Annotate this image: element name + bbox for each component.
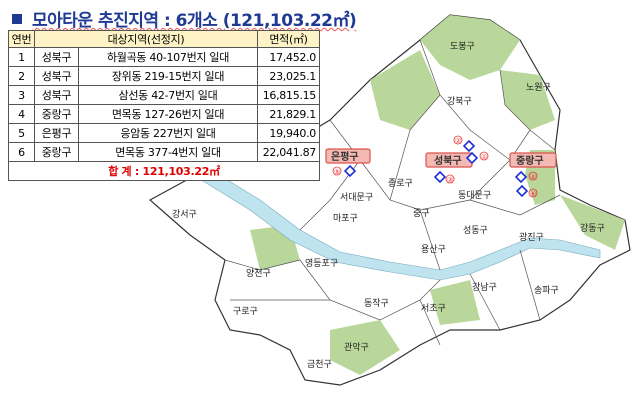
district-label: 강북구 xyxy=(447,96,472,107)
district-labels: 도봉구 노원구 강북구 종로구 동대문구 서대문구 마포구 중구 성동구 광진구… xyxy=(172,41,605,370)
table-row: 3 성북구 삼선동 42-7번지 일대 16,815.15 xyxy=(8,85,320,105)
district-label: 도봉구 xyxy=(450,41,475,52)
header-no: 연번 xyxy=(8,30,35,48)
cell-area: 면목동 377-4번지 일대 xyxy=(78,142,258,162)
cell-gu: 성북구 xyxy=(34,85,79,105)
cell-no: 2 xyxy=(8,66,35,86)
district-label: 마포구 xyxy=(333,213,358,224)
han-river xyxy=(184,159,601,281)
district-label: 강남구 xyxy=(472,282,497,293)
district-label: 강동구 xyxy=(580,223,605,234)
district-label: 영등포구 xyxy=(305,258,338,269)
header-size: 면적(㎡) xyxy=(257,30,320,48)
cell-gu: 성북구 xyxy=(34,47,79,67)
svg-text:중랑구: 중랑구 xyxy=(516,155,544,167)
svg-text:⑤: ⑤ xyxy=(334,168,340,176)
table-total-row: 합 계 : 121,103.22㎡ xyxy=(8,161,320,181)
cell-size: 19,940.0 xyxy=(257,123,320,143)
marker-diamond xyxy=(465,151,479,165)
marker-diamond xyxy=(514,170,528,184)
svg-text:성북구: 성북구 xyxy=(434,154,462,167)
table-row: 4 중랑구 면목동 127-26번지 일대 21,829.1 xyxy=(8,104,320,124)
district-label: 금천구 xyxy=(307,359,332,370)
svg-text:⑥: ⑥ xyxy=(530,190,536,198)
svg-text:①: ① xyxy=(481,153,487,161)
cell-no: 3 xyxy=(8,85,35,105)
header-area: 대상지역(선정지) xyxy=(34,30,258,48)
table-row: 2 성북구 장위동 219-15번지 일대 23,025.1 xyxy=(8,66,320,86)
marker-diamond xyxy=(433,170,447,184)
district-label: 성동구 xyxy=(463,225,488,236)
cell-area: 하월곡동 40-107번지 일대 xyxy=(78,47,258,67)
table-row: 5 은평구 응암동 227번지 일대 19,940.0 xyxy=(8,123,320,143)
cell-area: 응암동 227번지 일대 xyxy=(78,123,258,143)
district-label: 중구 xyxy=(413,208,430,219)
table-header: 연번 대상지역(선정지) 면적(㎡) xyxy=(8,30,320,48)
cell-no: 6 xyxy=(8,142,35,162)
district-label: 구로구 xyxy=(233,306,258,317)
cell-size: 22,041.87 xyxy=(257,142,320,162)
cell-size: 16,815.15 xyxy=(257,85,320,105)
table-row: 1 성북구 하월곡동 40-107번지 일대 17,452.0 xyxy=(8,47,320,67)
district-label: 강서구 xyxy=(172,209,197,220)
svg-text:③: ③ xyxy=(447,176,453,184)
district-label: 양천구 xyxy=(246,268,271,279)
svg-text:②: ② xyxy=(455,137,461,145)
svg-text:④: ④ xyxy=(530,173,536,181)
svg-text:은평구: 은평구 xyxy=(331,150,359,163)
district-label: 관악구 xyxy=(344,341,369,353)
district-label: 종로구 xyxy=(388,178,413,189)
district-label: 동작구 xyxy=(364,298,389,309)
district-label: 송파구 xyxy=(534,285,559,296)
cell-size: 23,025.1 xyxy=(257,66,320,86)
site-table: 연번 대상지역(선정지) 면적(㎡) 1 성북구 하월곡동 40-107번지 일대 1… xyxy=(8,30,320,181)
marker-diamond xyxy=(343,164,357,178)
cell-no: 4 xyxy=(8,104,35,124)
cell-size: 21,829.1 xyxy=(257,104,320,124)
table-row: 6 중랑구 면목동 377-4번지 일대 22,041.87 xyxy=(8,142,320,162)
district-label: 서대문구 xyxy=(340,192,373,203)
site-markers: ① ② ③ ④ ⑤ ⑥ xyxy=(332,135,538,198)
district-label: 서초구 xyxy=(421,303,446,314)
cell-gu: 중랑구 xyxy=(34,142,79,162)
district-label: 동대문구 xyxy=(458,190,491,201)
cell-gu: 중랑구 xyxy=(34,104,79,124)
highlight-seongbuk: 성북구 xyxy=(425,152,473,168)
cell-gu: 성북구 xyxy=(34,66,79,86)
marker-diamond xyxy=(462,139,476,153)
highlight-eunpyeong: 은평구 xyxy=(325,148,371,164)
cell-gu: 은평구 xyxy=(34,123,79,143)
cell-area: 장위동 219-15번지 일대 xyxy=(78,66,258,86)
cell-no: 1 xyxy=(8,47,35,67)
bullet-icon xyxy=(12,14,22,24)
page-title: 모아타운 추진지역 : 6개소 (121,103.22㎡) xyxy=(12,6,357,31)
district-label: 노원구 xyxy=(526,82,551,93)
marker-diamond xyxy=(515,184,529,198)
cell-area: 면목동 127-26번지 일대 xyxy=(78,104,258,124)
total-cell: 합 계 : 121,103.22㎡ xyxy=(8,161,320,181)
cell-no: 5 xyxy=(8,123,35,143)
district-label: 용산구 xyxy=(421,244,446,255)
cell-size: 17,452.0 xyxy=(257,47,320,67)
highlight-jungnang: 중랑구 xyxy=(509,152,557,168)
cell-area: 삼선동 42-7번지 일대 xyxy=(78,85,258,105)
district-label: 광진구 xyxy=(519,231,544,243)
